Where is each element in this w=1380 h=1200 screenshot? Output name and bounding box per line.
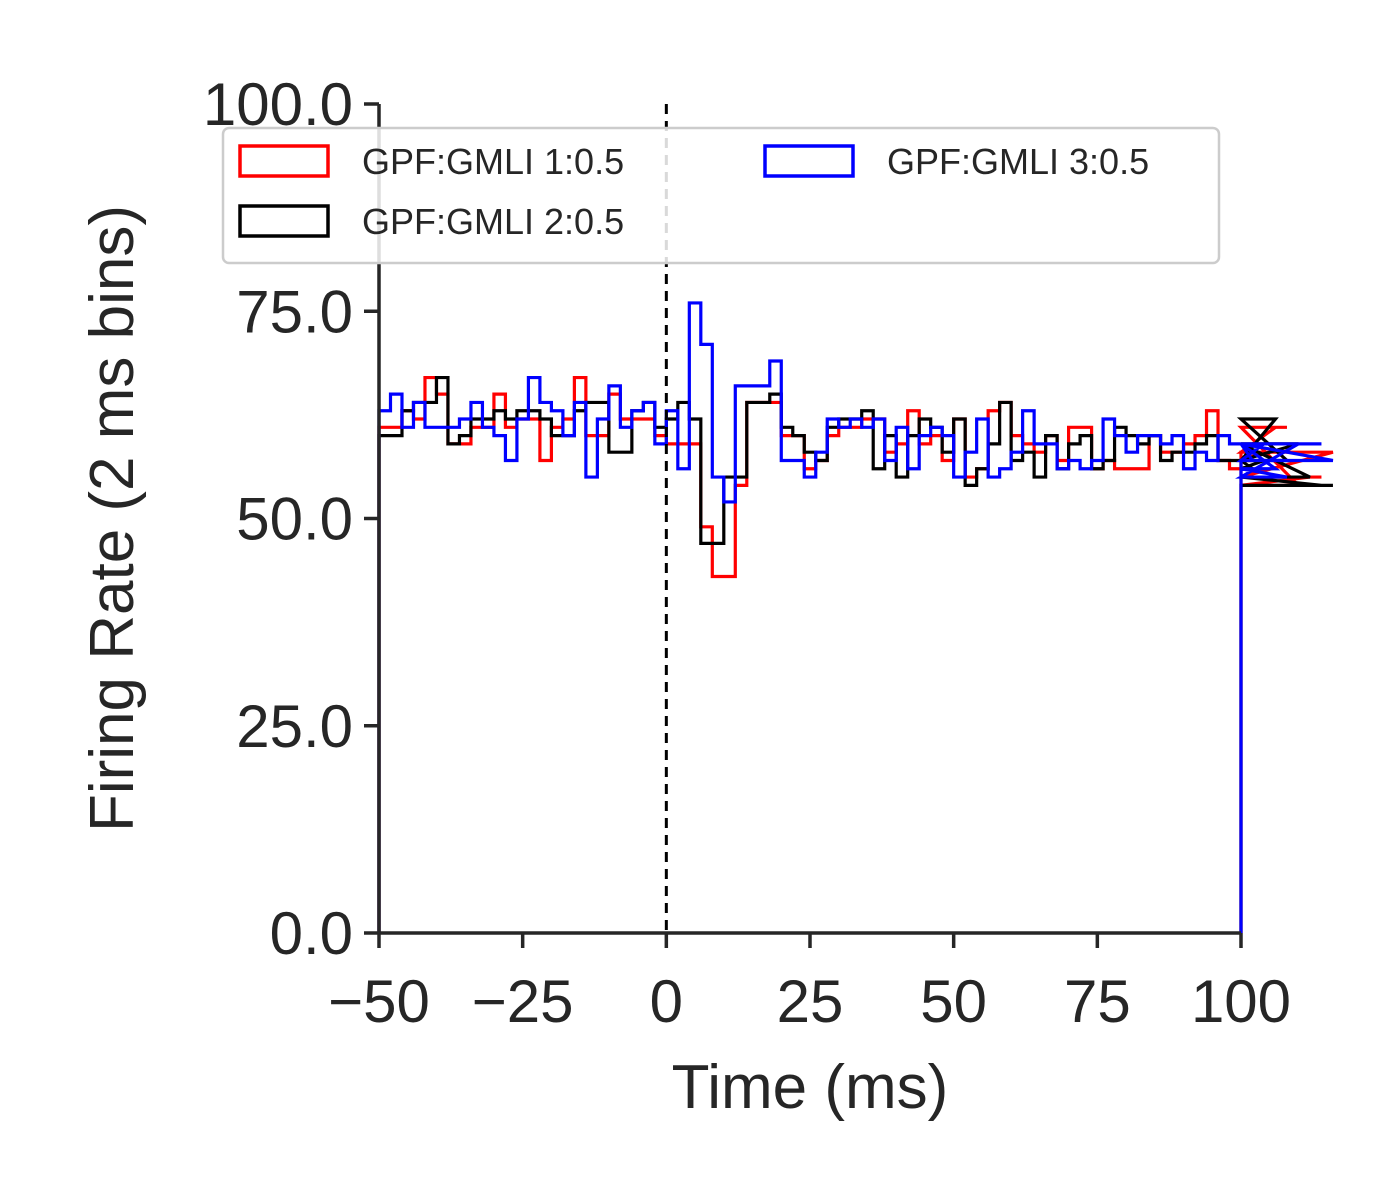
legend-swatch-1 bbox=[238, 144, 330, 178]
series-3-histogram bbox=[377, 301, 1334, 933]
y-tick-label: 25.0 bbox=[236, 693, 353, 760]
series-1-histogram bbox=[377, 375, 1334, 933]
x-tick-label: 100 bbox=[1191, 968, 1291, 1035]
legend-frame bbox=[221, 126, 1221, 265]
x-tick-label: −50 bbox=[328, 968, 430, 1035]
series-2-histogram bbox=[377, 375, 1333, 933]
y-axis-title: Firing Rate (2 ms bins) bbox=[78, 205, 147, 832]
legend-swatch-3 bbox=[763, 144, 855, 178]
x-tick-label: −25 bbox=[472, 968, 574, 1035]
x-tick-label: 0 bbox=[650, 968, 683, 1035]
y-tick-label: 75.0 bbox=[236, 278, 353, 345]
x-tick-label: 75 bbox=[1064, 968, 1131, 1035]
y-tick-label: 50.0 bbox=[236, 486, 353, 553]
series-layer bbox=[377, 301, 1334, 933]
x-tick-label: 50 bbox=[920, 968, 987, 1035]
legend-label-1: GPF:GMLI 1:0.5 bbox=[362, 141, 624, 182]
legend-label-2: GPF:GMLI 2:0.5 bbox=[362, 201, 624, 242]
y-tick-label: 0.0 bbox=[270, 900, 353, 967]
x-tick-label: 25 bbox=[777, 968, 844, 1035]
legend-swatch-2 bbox=[238, 204, 330, 238]
legend: GPF:GMLI 1:0.5 GPF:GMLI 2:0.5 GPF:GMLI 3:0… bbox=[221, 126, 1221, 265]
legend-label-3: GPF:GMLI 3:0.5 bbox=[887, 141, 1149, 182]
x-axis-title: Time (ms) bbox=[672, 1053, 949, 1122]
